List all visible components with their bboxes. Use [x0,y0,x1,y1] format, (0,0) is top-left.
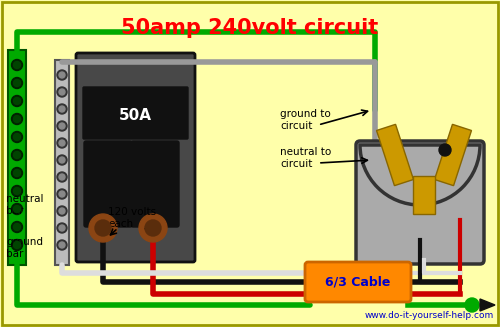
Circle shape [12,203,22,215]
Circle shape [12,221,22,232]
Circle shape [59,225,65,231]
Text: 50A: 50A [118,108,152,123]
Circle shape [14,97,20,105]
Circle shape [95,220,111,236]
Circle shape [59,174,65,180]
Text: neutral
bar: neutral bar [6,194,44,216]
Circle shape [14,242,20,249]
Circle shape [57,172,67,182]
Circle shape [59,123,65,129]
Circle shape [12,113,22,125]
Circle shape [57,223,67,233]
Circle shape [14,61,20,68]
Text: neutral to
circuit: neutral to circuit [280,147,331,169]
Circle shape [14,169,20,177]
Circle shape [439,144,451,156]
Circle shape [59,106,65,112]
Circle shape [89,214,117,242]
Circle shape [57,87,67,97]
Polygon shape [413,176,435,214]
Circle shape [14,79,20,87]
Circle shape [57,240,67,250]
Circle shape [12,131,22,143]
Circle shape [14,133,20,141]
FancyBboxPatch shape [131,141,179,227]
Circle shape [57,70,67,80]
Circle shape [139,214,167,242]
Wedge shape [360,145,480,205]
Polygon shape [434,124,472,186]
Circle shape [59,191,65,197]
FancyBboxPatch shape [356,141,484,264]
Circle shape [57,138,67,148]
Circle shape [12,239,22,250]
Polygon shape [376,124,414,186]
FancyBboxPatch shape [76,53,195,262]
Circle shape [12,149,22,161]
Bar [55,60,69,265]
Circle shape [59,157,65,163]
Circle shape [59,242,65,248]
Circle shape [57,206,67,216]
Circle shape [59,208,65,214]
Circle shape [59,89,65,95]
Circle shape [59,140,65,146]
Text: 120 volts
each: 120 volts each [108,207,156,229]
Text: 50amp 240volt circuit: 50amp 240volt circuit [122,18,378,38]
FancyBboxPatch shape [84,141,132,227]
Circle shape [14,205,20,213]
Circle shape [12,95,22,107]
Polygon shape [480,299,495,311]
Circle shape [14,115,20,123]
Circle shape [12,60,22,71]
FancyBboxPatch shape [305,262,411,302]
Text: ground to
circuit: ground to circuit [280,109,331,131]
Circle shape [14,151,20,159]
Circle shape [57,104,67,114]
FancyBboxPatch shape [83,87,188,139]
Circle shape [145,220,161,236]
Circle shape [465,298,479,312]
Circle shape [57,155,67,165]
Circle shape [57,121,67,131]
Circle shape [12,77,22,89]
Circle shape [14,223,20,231]
Text: ground
bar: ground bar [6,237,43,259]
Circle shape [14,187,20,195]
Circle shape [57,189,67,199]
Text: 6/3 Cable: 6/3 Cable [326,276,390,288]
Text: www.do-it-yourself-help.com: www.do-it-yourself-help.com [365,311,494,320]
Bar [8,50,26,265]
Circle shape [12,185,22,197]
Circle shape [59,72,65,78]
Circle shape [12,167,22,179]
